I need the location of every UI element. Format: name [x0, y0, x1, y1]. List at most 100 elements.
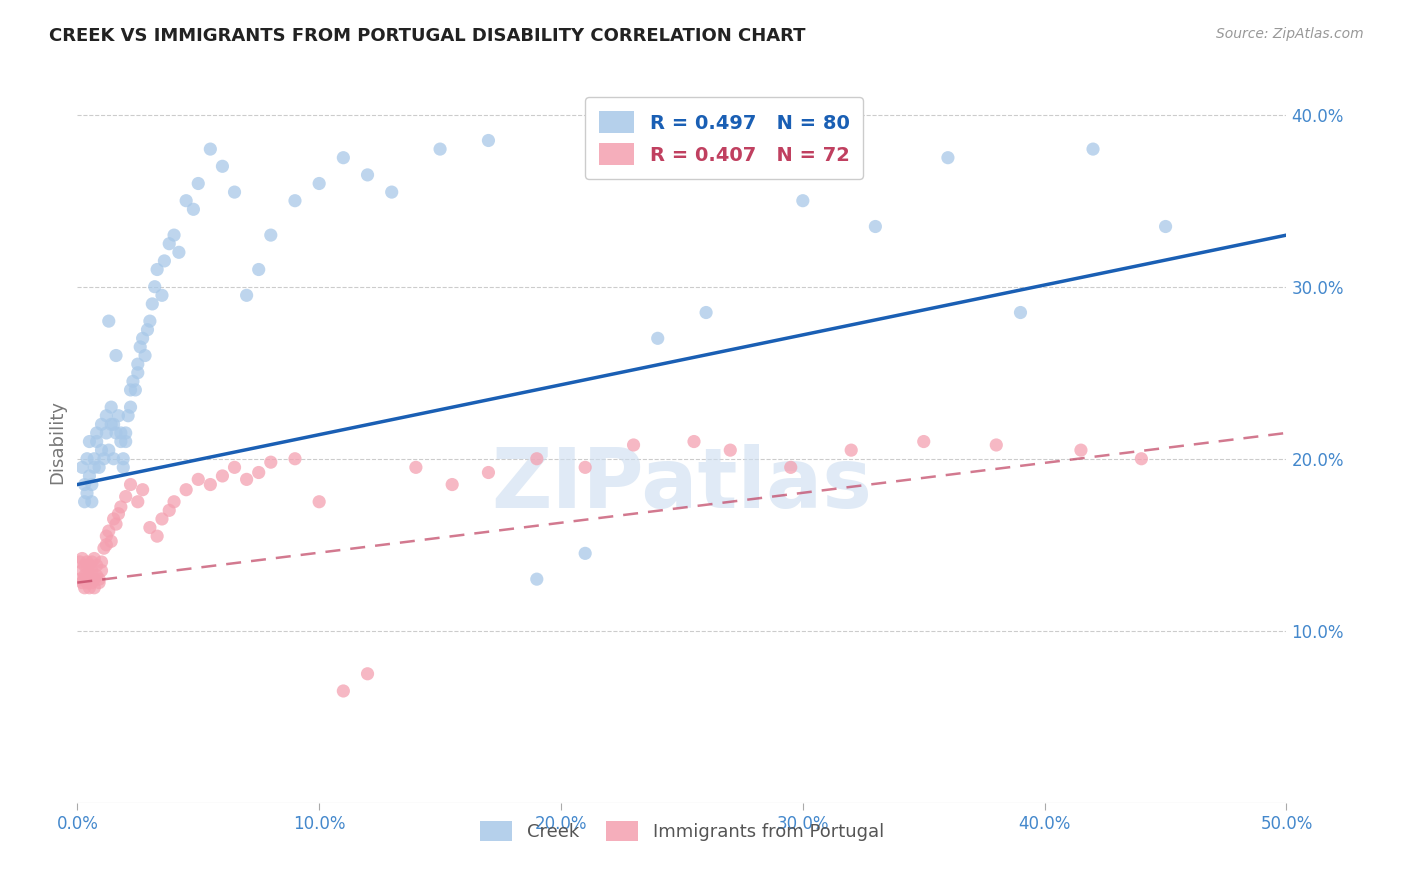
Point [134, 349, 156, 363]
Point [107, 409, 129, 423]
Point [73, 581, 96, 595]
Point [779, 460, 801, 475]
Point [80, 575, 103, 590]
Text: CREEK VS IMMIGRANTS FROM PORTUGAL DISABILITY CORRELATION CHART: CREEK VS IMMIGRANTS FROM PORTUGAL DISABI… [49, 27, 806, 45]
Point [308, 494, 330, 508]
Point [120, 383, 142, 397]
Point [163, 228, 186, 243]
Point [224, 185, 246, 199]
Point [683, 434, 706, 449]
Point [70, 564, 93, 578]
Point [97, 443, 120, 458]
Point [110, 434, 132, 449]
Point [105, 517, 128, 532]
Point [112, 460, 135, 475]
Point [114, 434, 136, 449]
Point [356, 168, 378, 182]
Point [129, 340, 152, 354]
Point [131, 331, 153, 345]
Point [86, 558, 108, 573]
Point [136, 323, 159, 337]
Point [100, 400, 122, 414]
Point [695, 305, 717, 319]
Point [127, 357, 149, 371]
Point [96, 409, 118, 423]
Point [79, 572, 101, 586]
Point [187, 472, 209, 486]
Point [70, 551, 93, 566]
Point [441, 477, 464, 491]
Point [127, 494, 149, 508]
Point [247, 466, 270, 480]
Point [86, 425, 108, 440]
Point [139, 520, 162, 534]
Point [79, 434, 101, 449]
Point [97, 314, 120, 328]
Point [76, 575, 98, 590]
Point [284, 194, 307, 208]
Point [167, 245, 190, 260]
Point [79, 568, 101, 582]
Point [87, 575, 110, 590]
Point [87, 460, 110, 475]
Point [574, 546, 596, 560]
Point [103, 512, 125, 526]
Point [247, 262, 270, 277]
Point [912, 434, 935, 449]
Point [131, 483, 153, 497]
Point [1070, 443, 1092, 458]
Point [526, 451, 548, 466]
Point [865, 219, 887, 234]
Point [73, 477, 96, 491]
Point [284, 451, 307, 466]
Point [211, 469, 233, 483]
Point [174, 194, 197, 208]
Text: Source: ZipAtlas.com: Source: ZipAtlas.com [1216, 27, 1364, 41]
Point [70, 575, 93, 590]
Point [224, 460, 246, 475]
Point [146, 262, 169, 277]
Legend: Creek, Immigrants from Portugal: Creek, Immigrants from Portugal [472, 814, 891, 848]
Point [86, 434, 108, 449]
Point [83, 581, 105, 595]
Point [235, 288, 257, 302]
Point [100, 534, 122, 549]
Point [200, 477, 222, 491]
Point [200, 142, 222, 156]
Point [1081, 142, 1104, 156]
Point [83, 572, 105, 586]
Point [356, 666, 378, 681]
Point [623, 438, 645, 452]
Point [405, 460, 427, 475]
Point [110, 425, 132, 440]
Point [83, 460, 105, 475]
Y-axis label: Disability: Disability [48, 400, 66, 483]
Point [143, 279, 166, 293]
Point [93, 451, 115, 466]
Point [574, 460, 596, 475]
Point [70, 460, 93, 475]
Point [157, 236, 180, 251]
Point [105, 425, 128, 440]
Point [90, 417, 112, 432]
Point [235, 472, 257, 486]
Point [260, 228, 283, 243]
Point [100, 417, 122, 432]
Point [174, 483, 197, 497]
Point [79, 558, 101, 573]
Point [93, 541, 115, 556]
Point [153, 253, 176, 268]
Point [79, 469, 101, 483]
Point [69, 555, 91, 569]
Point [80, 494, 103, 508]
Point [76, 564, 98, 578]
Point [211, 159, 233, 173]
Point [332, 684, 354, 698]
Point [1154, 219, 1177, 234]
Point [127, 366, 149, 380]
Point [73, 568, 96, 582]
Point [114, 425, 136, 440]
Point [69, 572, 91, 586]
Point [139, 314, 162, 328]
Point [157, 503, 180, 517]
